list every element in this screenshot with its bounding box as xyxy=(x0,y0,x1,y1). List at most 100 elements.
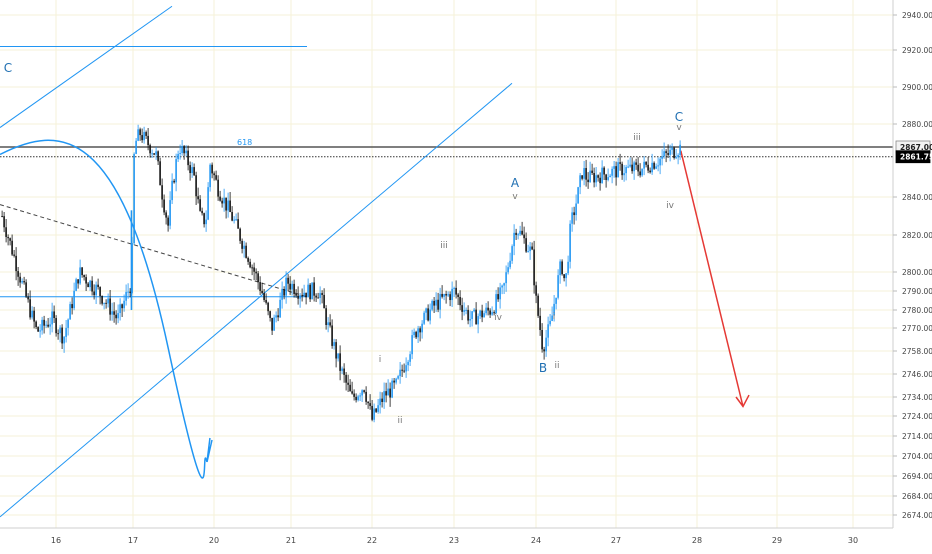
candle-body xyxy=(275,315,277,318)
candle xyxy=(241,238,243,254)
candle-body xyxy=(673,147,675,158)
candle xyxy=(405,357,407,378)
candle-body xyxy=(409,354,411,362)
candle-body xyxy=(121,304,123,309)
candle-body xyxy=(353,393,355,397)
channel-upper-line[interactable] xyxy=(0,5,173,128)
candle xyxy=(87,281,89,288)
candle xyxy=(497,287,499,302)
candle xyxy=(61,324,63,350)
candle xyxy=(673,146,675,160)
candle-body xyxy=(675,157,677,159)
candle-body xyxy=(665,151,667,154)
projection-arc[interactable] xyxy=(0,139,208,479)
candle xyxy=(133,152,135,246)
candle xyxy=(267,301,269,316)
candle-body xyxy=(645,161,647,165)
candle-body xyxy=(563,274,565,279)
candle-body xyxy=(495,294,497,313)
candle-body xyxy=(103,302,105,304)
candle xyxy=(395,377,397,385)
candle xyxy=(567,255,569,276)
candle-body xyxy=(405,365,407,372)
drawings[interactable] xyxy=(0,5,893,518)
candle-body xyxy=(529,246,531,252)
candle xyxy=(477,313,479,334)
candle-body xyxy=(135,140,137,154)
candle xyxy=(297,286,299,305)
candle-body xyxy=(11,240,13,255)
candle xyxy=(7,234,9,246)
candle-body xyxy=(465,309,467,311)
candle xyxy=(153,153,155,156)
candle xyxy=(99,286,101,305)
candle-body xyxy=(655,166,657,169)
price-axis[interactable]: 2940.00 2920.00 2900.00 2880.00 2840.00 2820.… xyxy=(893,11,932,520)
candle-body xyxy=(591,170,593,174)
channel-lower-line[interactable] xyxy=(0,82,513,518)
candle xyxy=(59,325,61,343)
candle-body xyxy=(411,335,413,355)
candle-body xyxy=(287,277,289,284)
candle-body xyxy=(623,173,625,176)
candle xyxy=(423,310,425,326)
candle-body xyxy=(611,168,613,176)
candle-body xyxy=(169,200,171,226)
candle-body xyxy=(139,129,141,136)
candle-body xyxy=(481,310,483,318)
candle-body xyxy=(403,370,405,372)
candle-body xyxy=(607,177,609,180)
candle-body xyxy=(171,180,173,201)
candle xyxy=(543,346,545,360)
candle-body xyxy=(393,380,395,383)
candle xyxy=(157,150,159,166)
candle xyxy=(81,266,83,278)
time-tick-label: 21 xyxy=(286,536,296,545)
candle-body xyxy=(207,187,209,220)
candle xyxy=(15,247,17,281)
candle xyxy=(217,175,219,201)
candle-body xyxy=(61,327,63,344)
candle xyxy=(143,126,145,144)
candle-body xyxy=(265,300,267,303)
candle xyxy=(341,366,343,375)
candle-body xyxy=(5,227,7,237)
candle-body xyxy=(671,147,673,150)
candle-body xyxy=(123,300,125,309)
time-axis[interactable]: 16 17 20 21 22 23 24 27 28 29 30 xyxy=(51,536,858,545)
candle-body xyxy=(251,267,253,269)
candle xyxy=(383,382,385,409)
candle xyxy=(93,284,95,300)
candle-body xyxy=(431,300,433,310)
dashed-trend-line[interactable] xyxy=(0,204,308,298)
candle-body xyxy=(379,398,381,406)
candle-body xyxy=(605,174,607,180)
candle-body xyxy=(433,300,435,306)
red-projection-arrow[interactable] xyxy=(680,150,744,407)
candle-body xyxy=(141,135,143,141)
candle xyxy=(385,382,387,403)
candle-body xyxy=(307,284,309,298)
candle-body xyxy=(51,311,53,325)
candle-body xyxy=(295,294,297,296)
candle xyxy=(281,281,283,309)
candle-body xyxy=(241,240,243,249)
candle-body xyxy=(445,293,447,296)
candle xyxy=(283,286,285,300)
candle xyxy=(447,291,449,297)
candle xyxy=(603,166,605,181)
candle xyxy=(503,282,505,294)
candle xyxy=(347,374,349,392)
wave-label: iii xyxy=(440,241,448,251)
candle-body xyxy=(291,283,293,290)
candle xyxy=(513,224,515,256)
candle-body xyxy=(387,388,389,396)
candle xyxy=(285,271,287,304)
candle-body xyxy=(487,307,489,311)
wave-label: iv xyxy=(666,201,675,211)
candle-body xyxy=(351,391,353,394)
candle xyxy=(25,279,27,298)
candle xyxy=(137,124,139,142)
